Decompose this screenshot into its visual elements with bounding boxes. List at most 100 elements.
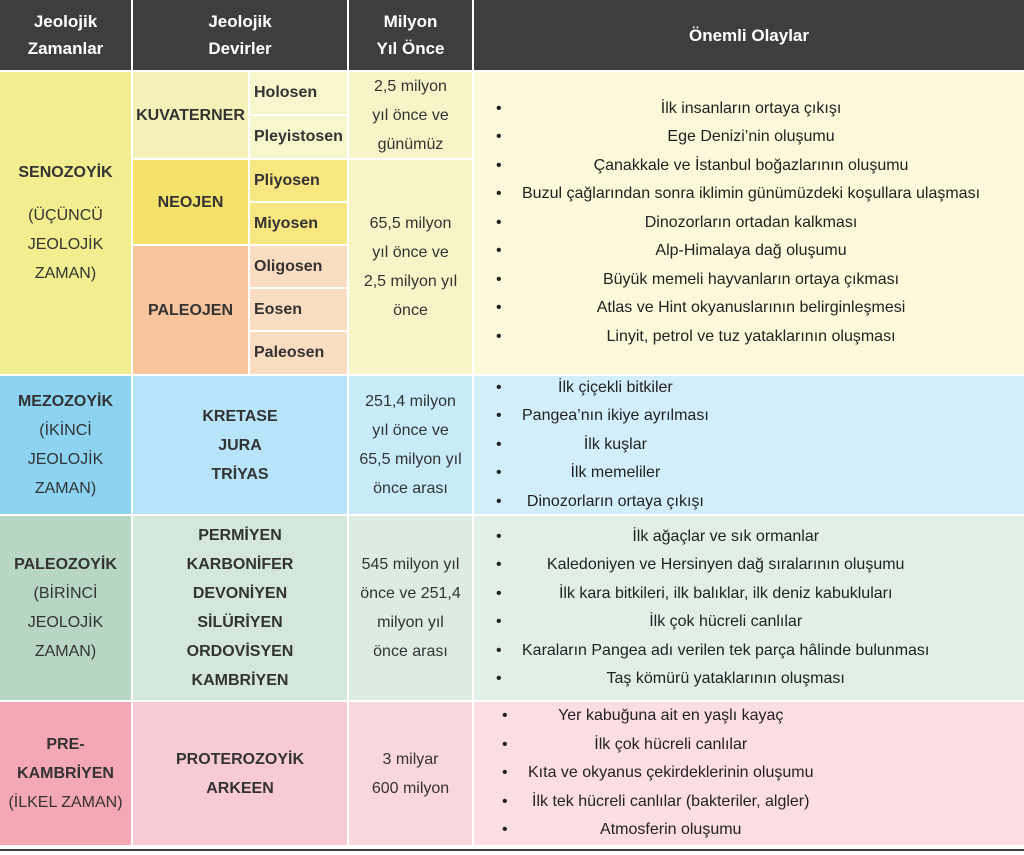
mya-kuvaterner: 2,5 milyon yıl önce ve günümüz: [349, 72, 472, 158]
period-devoniyen: DEVONİYEN: [192, 585, 288, 602]
header-geological-periods: Jeolojik Devirler: [133, 0, 347, 70]
header-col4: Önemli Olaylar: [689, 25, 809, 45]
period-jura: JURA: [218, 436, 262, 454]
mya-prekambriyen-line2: 600 milyon: [371, 779, 450, 797]
senozoyik-era-sub-1: (ÜÇÜNCÜ: [28, 207, 103, 224]
senozoyik-era-sub-3: ZAMAN): [34, 265, 97, 282]
period-kambriyen: KAMBRİYEN: [191, 672, 289, 689]
header-col3-line2: Yıl Önce: [376, 39, 445, 58]
paleozoyik-era-sub-2: JEOLOJİK: [27, 614, 104, 631]
period-permiyen: PERMİYEN: [198, 527, 282, 544]
list-item: Alp-Himalaya dağ oluşumu: [496, 237, 980, 266]
period-arkeen: ARKEEN: [206, 779, 274, 797]
epoch-oligosen: Oligosen: [250, 246, 347, 287]
header-col1-line1: Jeolojik: [33, 12, 98, 31]
list-item: Kıta ve okyanus çekirdeklerinin oluşumu: [502, 759, 813, 788]
paleozoyik-era-cell: PALEOZOYİK (BİRİNCİ JEOLOJİK ZAMAN): [0, 516, 131, 700]
list-item: Büyük memeli hayvanların ortaya çıkması: [496, 266, 980, 295]
mya-tersiyer-line4: önce: [393, 302, 428, 319]
mya-mezozoyik-line1: 251,4 milyon: [365, 393, 456, 410]
period-siluriyen: SİLÜRİYEN: [197, 614, 283, 631]
senozoyik-events-list: İlk insanların ortaya çıkışı Ege Denizi’…: [496, 95, 980, 352]
epoch-paleosen: Paleosen: [250, 332, 347, 374]
epoch-eosen-label: Eosen: [254, 300, 303, 318]
senozoyik-era-sub-2: JEOLOJİK: [27, 236, 104, 253]
mya-paleozoyik: 545 milyon yıl önce ve 251,4 milyon yıl …: [349, 516, 472, 700]
epoch-oligosen-label: Oligosen: [254, 257, 323, 275]
period-karbonifer: KARBONİFER: [186, 556, 294, 573]
period-kretase: KRETASE: [202, 407, 278, 425]
epoch-eosen: Eosen: [250, 289, 347, 330]
mya-prekambriyen-line1: 3 milyar: [382, 750, 439, 768]
epoch-holosen-label: Holosen: [254, 84, 318, 101]
period-triyas: TRİYAS: [211, 465, 269, 483]
mezozoyik-era-sub-3: ZAMAN): [34, 480, 97, 497]
header-geological-times: Jeolojik Zamanlar: [0, 0, 131, 70]
epoch-miyosen: Miyosen: [250, 203, 347, 244]
epoch-pliyosen-label: Pliyosen: [254, 171, 320, 189]
mya-mezozoyik-line4: önce arası: [373, 480, 448, 497]
period-paleojen: PALEOJEN: [133, 246, 248, 374]
period-paleojen-label: PALEOJEN: [147, 301, 234, 319]
list-item: Karaların Pangea adı verilen tek parça h…: [496, 637, 929, 666]
list-item: Pangea’nın ikiye ayrılması: [496, 402, 709, 431]
list-item: Ege Denizi’nin oluşumu: [496, 123, 980, 152]
header-important-events: Önemli Olaylar: [474, 0, 1024, 70]
mya-paleozoyik-line4: önce arası: [373, 643, 448, 660]
mya-tersiyer-line1: 65,5 milyon: [369, 215, 452, 232]
mya-tersiyer-line2: yıl önce ve: [372, 244, 449, 261]
paleozoyik-events: İlk ağaçlar ve sık ormanlar Kaledoniyen …: [474, 516, 1024, 700]
epoch-paleosen-label: Paleosen: [254, 344, 325, 361]
list-item: Çanakkale ve İstanbul boğazlarının oluşu…: [496, 152, 980, 181]
senozoyik-era-name: SENOZOYİK: [18, 164, 113, 181]
mya-tersiyer-line3: 2,5 milyon yıl: [363, 273, 458, 290]
mya-mezozoyik-line3: 65,5 milyon yıl: [359, 451, 462, 468]
senozoyik-era-cell: SENOZOYİK (ÜÇÜNCÜ JEOLOJİK ZAMAN): [0, 72, 131, 374]
period-kuvaterner-label: KUVATERNER: [136, 106, 245, 124]
epoch-pleyistosen: Pleyistosen: [250, 116, 347, 158]
list-item: Buzul çağlarından sonra iklimin günümüzd…: [496, 180, 980, 209]
prekambriyen-events-list: Yer kabuğuna ait en yaşlı kayaç İlk çok …: [502, 702, 813, 845]
prekambriyen-era-name-1: PRE-: [46, 736, 85, 753]
prekambriyen-events: Yer kabuğuna ait en yaşlı kayaç İlk çok …: [474, 702, 1024, 845]
mya-prekambriyen: 3 milyar 600 milyon: [349, 702, 472, 845]
list-item: Yer kabuğuna ait en yaşlı kayaç: [502, 702, 813, 731]
paleozoyik-era-name: PALEOZOYİK: [14, 556, 117, 573]
mezozoyik-era-cell: MEZOZOYİK (İKİNCİ JEOLOJİK ZAMAN): [0, 376, 131, 514]
epoch-holosen: Holosen: [250, 72, 347, 114]
period-proterozoyik: PROTEROZOYİK: [175, 750, 304, 768]
mya-kuvaterner-line2: yıl önce ve: [372, 106, 449, 124]
list-item: Kaledoniyen ve Hersinyen dağ sıralarının…: [496, 551, 929, 580]
paleozoyik-events-list: İlk ağaçlar ve sık ormanlar Kaledoniyen …: [496, 523, 929, 694]
header-million-years-ago: Milyon Yıl Önce: [349, 0, 472, 70]
list-item: Dinozorların ortaya çıkışı: [496, 488, 709, 517]
bottom-divider: [0, 849, 1024, 851]
list-item: Dinozorların ortadan kalkması: [496, 209, 980, 238]
paleozoyik-era-sub-3: ZAMAN): [34, 643, 97, 660]
mezozoyik-era-sub-1: (İKİNCİ: [39, 422, 92, 439]
period-neojen-label: NEOJEN: [157, 193, 224, 211]
prekambriyen-periods: PROTEROZOYİK ARKEEN: [133, 702, 347, 845]
list-item: İlk kuşlar: [496, 431, 709, 460]
prekambriyen-era-sub: (İLKEL ZAMAN): [8, 794, 123, 811]
period-ordovisyen: ORDOVİSYEN: [186, 643, 294, 660]
list-item: Atmosferin oluşumu: [502, 816, 813, 845]
mya-tersiyer: 65,5 milyon yıl önce ve 2,5 milyon yıl ö…: [349, 160, 472, 374]
epoch-miyosen-label: Miyosen: [254, 214, 319, 232]
mezozoyik-events: İlk çiçekli bitkiler Pangea’nın ikiye ay…: [474, 374, 1024, 517]
prekambriyen-era-cell: PRE- KAMBRİYEN (İLKEL ZAMAN): [0, 702, 131, 845]
list-item: İlk ağaçlar ve sık ormanlar: [496, 523, 929, 552]
mya-paleozoyik-line1: 545 milyon yıl: [361, 556, 460, 573]
mya-mezozoyik: 251,4 milyon yıl önce ve 65,5 milyon yıl…: [349, 376, 472, 514]
list-item: Taş kömürü yataklarının oluşması: [496, 665, 929, 694]
list-item: İlk çok hücreli canlılar: [496, 608, 929, 637]
mezozoyik-era-name: MEZOZOYİK: [17, 393, 114, 410]
period-kuvaterner: KUVATERNER: [133, 72, 248, 158]
list-item: İlk tek hücreli canlılar (bakteriler, al…: [502, 788, 813, 817]
mya-kuvaterner-line1: 2,5 milyon: [374, 77, 447, 95]
paleozoyik-era-sub-1: (BİRİNCİ: [33, 585, 98, 602]
mya-paleozoyik-line2: önce ve 251,4: [360, 585, 461, 602]
senozoyik-events: İlk insanların ortaya çıkışı Ege Denizi’…: [474, 72, 1024, 374]
list-item: İlk kara bitkileri, ilk balıklar, ilk de…: [496, 580, 929, 609]
mya-paleozoyik-line3: milyon yıl: [377, 614, 444, 631]
